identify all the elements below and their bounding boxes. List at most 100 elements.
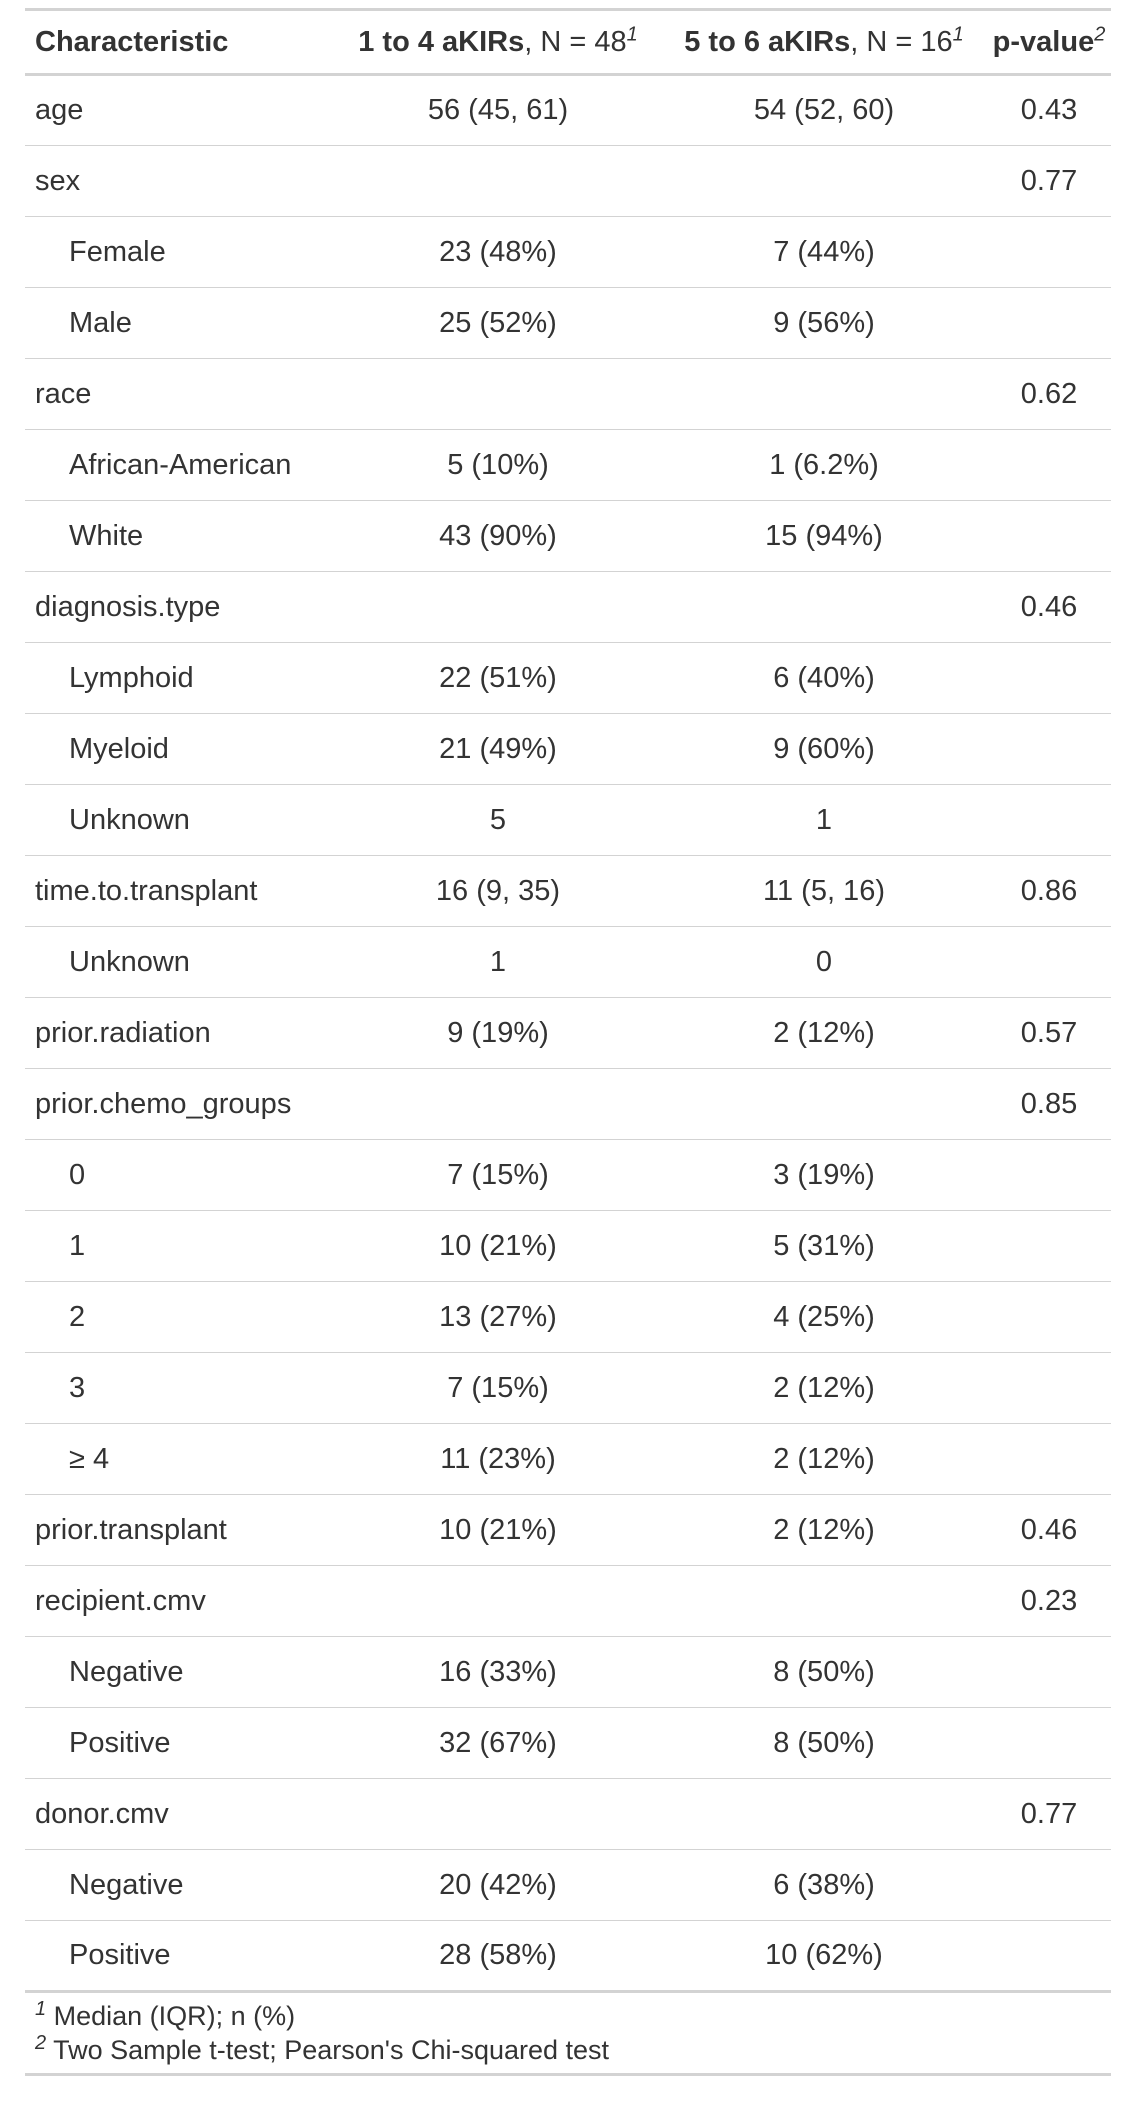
cell-group1: 20 (42%) <box>335 1849 661 1921</box>
cell-group2: 11 (5, 16) <box>661 855 987 927</box>
cell-group1: 11 (23%) <box>335 1423 661 1495</box>
cell-group2 <box>661 1778 987 1850</box>
cell-group1: 9 (19%) <box>335 997 661 1069</box>
row-label: Female <box>25 216 335 288</box>
row-label: White <box>25 500 335 572</box>
row-label: time.to.transplant <box>25 855 335 927</box>
row-label: 2 <box>25 1281 335 1353</box>
summary-table-container: Characteristic 1 to 4 aKIRs, N = 481 5 t… <box>25 8 1111 2076</box>
cell-group2: 1 <box>661 784 987 856</box>
cell-group2: 9 (56%) <box>661 287 987 359</box>
row-label: donor.cmv <box>25 1778 335 1850</box>
table-row: Negative 20 (42%) 6 (38%) <box>25 1849 1111 1921</box>
row-label: 0 <box>25 1139 335 1211</box>
cell-group1: 7 (15%) <box>335 1139 661 1211</box>
table-row: race 0.62 <box>25 358 1111 430</box>
table-row: 1 10 (21%) 5 (31%) <box>25 1210 1111 1282</box>
cell-group1: 32 (67%) <box>335 1707 661 1779</box>
cell-group2: 0 <box>661 926 987 998</box>
cell-group1: 10 (21%) <box>335 1494 661 1566</box>
header-pvalue: p-value2 <box>987 8 1111 76</box>
row-label: 1 <box>25 1210 335 1282</box>
cell-pvalue <box>987 500 1111 572</box>
cell-pvalue <box>987 1920 1111 1993</box>
row-label: Positive <box>25 1707 335 1779</box>
cell-group2 <box>661 571 987 643</box>
row-label: diagnosis.type <box>25 571 335 643</box>
row-label: 3 <box>25 1352 335 1424</box>
cell-group2: 2 (12%) <box>661 1352 987 1424</box>
table-row: Unknown 1 0 <box>25 926 1111 998</box>
cell-pvalue <box>987 1849 1111 1921</box>
cell-group2: 54 (52, 60) <box>661 74 987 146</box>
row-label: Positive <box>25 1920 335 1993</box>
footnote-text: Median (IQR); n (%) <box>46 2001 296 2031</box>
cell-group1: 7 (15%) <box>335 1352 661 1424</box>
cell-pvalue <box>987 1139 1111 1211</box>
cell-pvalue: 0.57 <box>987 997 1111 1069</box>
row-label: Lymphoid <box>25 642 335 714</box>
table-row: prior.chemo_groups 0.85 <box>25 1068 1111 1140</box>
footnote-mark: 1 <box>952 22 964 45</box>
cell-pvalue <box>987 926 1111 998</box>
table-header: Characteristic 1 to 4 aKIRs, N = 481 5 t… <box>25 8 1111 76</box>
cell-pvalue: 0.77 <box>987 145 1111 217</box>
footnote: 1 Median (IQR); n (%) <box>35 1999 1101 2033</box>
row-label: prior.chemo_groups <box>25 1068 335 1140</box>
cell-pvalue <box>987 1352 1111 1424</box>
table-row: 2 13 (27%) 4 (25%) <box>25 1281 1111 1353</box>
header-group1: 1 to 4 aKIRs, N = 481 <box>335 8 661 76</box>
table-row: Myeloid 21 (49%) 9 (60%) <box>25 713 1111 785</box>
cell-pvalue <box>987 429 1111 501</box>
cell-pvalue: 0.77 <box>987 1778 1111 1850</box>
table-row: African-American 5 (10%) 1 (6.2%) <box>25 429 1111 501</box>
cell-group2: 2 (12%) <box>661 1494 987 1566</box>
cell-group1: 16 (33%) <box>335 1636 661 1708</box>
table-row: Lymphoid 22 (51%) 6 (40%) <box>25 642 1111 714</box>
cell-group1 <box>335 1565 661 1637</box>
cell-group1 <box>335 358 661 430</box>
row-label: prior.transplant <box>25 1494 335 1566</box>
cell-pvalue <box>987 216 1111 288</box>
cell-group1: 21 (49%) <box>335 713 661 785</box>
cell-pvalue <box>987 287 1111 359</box>
table-row: diagnosis.type 0.46 <box>25 571 1111 643</box>
cell-group1: 56 (45, 61) <box>335 74 661 146</box>
cell-group2: 15 (94%) <box>661 500 987 572</box>
footnote: 2 Two Sample t-test; Pearson's Chi-squar… <box>35 2033 1101 2067</box>
row-label: Negative <box>25 1849 335 1921</box>
cell-pvalue: 0.86 <box>987 855 1111 927</box>
cell-pvalue: 0.23 <box>987 1565 1111 1637</box>
row-label: Unknown <box>25 926 335 998</box>
cell-pvalue: 0.46 <box>987 571 1111 643</box>
cell-pvalue <box>987 784 1111 856</box>
cell-group2: 1 (6.2%) <box>661 429 987 501</box>
row-label: African-American <box>25 429 335 501</box>
cell-pvalue <box>987 1707 1111 1779</box>
cell-group2: 6 (40%) <box>661 642 987 714</box>
row-label: Unknown <box>25 784 335 856</box>
header-group2: 5 to 6 aKIRs, N = 161 <box>661 8 987 76</box>
row-label: ≥ 4 <box>25 1423 335 1495</box>
cell-group2: 8 (50%) <box>661 1636 987 1708</box>
footnote-mark: 2 <box>1094 22 1106 45</box>
table-row: Female 23 (48%) 7 (44%) <box>25 216 1111 288</box>
table-row: Positive 32 (67%) 8 (50%) <box>25 1707 1111 1779</box>
cell-group1: 43 (90%) <box>335 500 661 572</box>
table-row: Positive 28 (58%) 10 (62%) <box>25 1920 1111 1993</box>
cell-group1: 10 (21%) <box>335 1210 661 1282</box>
cell-pvalue <box>987 642 1111 714</box>
table-row: Male 25 (52%) 9 (56%) <box>25 287 1111 359</box>
footnote-mark: 1 <box>626 22 638 45</box>
header-characteristic: Characteristic <box>25 8 335 76</box>
cell-group2: 8 (50%) <box>661 1707 987 1779</box>
cell-group2: 5 (31%) <box>661 1210 987 1282</box>
cell-group2: 4 (25%) <box>661 1281 987 1353</box>
row-label: race <box>25 358 335 430</box>
cell-group1 <box>335 1068 661 1140</box>
table-row: age 56 (45, 61) 54 (52, 60) 0.43 <box>25 74 1111 146</box>
cell-group1: 5 (10%) <box>335 429 661 501</box>
header-group2-n: , N = 16 <box>850 25 953 58</box>
